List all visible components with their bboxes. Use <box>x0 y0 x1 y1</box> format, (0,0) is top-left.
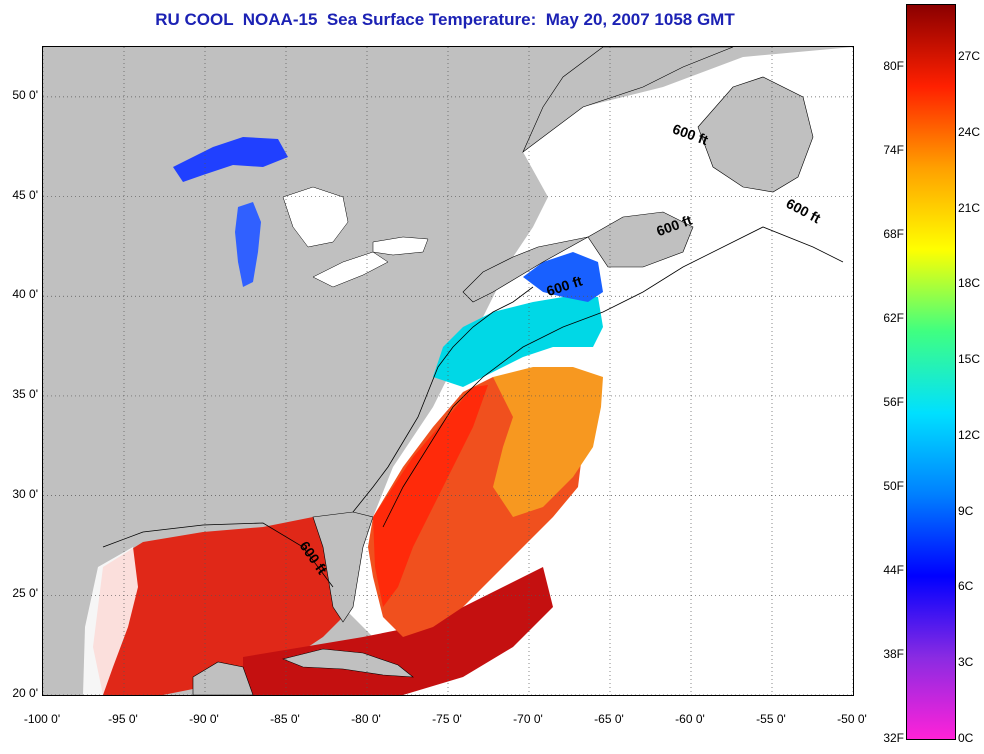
longitude-tick-label: -50 0' <box>837 712 867 726</box>
latitude-tick-label: 25 0' <box>12 586 38 601</box>
colorbar-fahrenheit-label: 68F <box>883 227 904 241</box>
yucatan-land <box>192 661 254 695</box>
colorbar-celsius-label: 6C <box>958 579 974 594</box>
map-title: RU COOL NOAA-15 Sea Surface Temperature:… <box>155 10 735 29</box>
colorbar-celsius-label: 27C <box>958 49 981 63</box>
longitude-tick-label: -85 0' <box>270 712 300 726</box>
latitude-tick-label: 20 0' <box>12 686 38 700</box>
mid-atlantic-shelf <box>433 297 603 387</box>
longitude-tick-label: -80 0' <box>351 712 381 726</box>
lake-ontario <box>372 236 429 256</box>
florida-land <box>312 511 374 623</box>
colorbar-celsius-label: 0C <box>958 731 974 745</box>
longitude-tick-label: -70 0' <box>513 712 543 726</box>
colorbar-celsius-label: 18C <box>958 276 981 291</box>
lake-superior <box>173 137 288 182</box>
sargasso-warm <box>493 367 603 517</box>
colorbar-celsius-label: 3C <box>958 655 974 670</box>
longitude-tick-label: -100 0' <box>23 712 61 726</box>
latitude-tick-label: 35 0' <box>12 386 38 401</box>
colorbar-fahrenheit-label: 62F <box>883 311 904 325</box>
colorbar-fahrenheit-label: 56F <box>883 395 904 409</box>
lake-michigan <box>235 202 261 287</box>
colorbar-fahrenheit-label: 38F <box>883 647 904 661</box>
lake-huron <box>282 186 349 248</box>
gulf-of-maine <box>523 252 603 302</box>
latitude-tick-label: 30 0' <box>12 486 38 501</box>
temperature-colorbar <box>906 4 956 740</box>
longitude-tick-label: -95 0' <box>108 712 138 726</box>
graticule <box>43 47 853 695</box>
latitude-tick-label: 45 0' <box>12 187 38 202</box>
colorbar-fahrenheit-label: 74F <box>883 143 904 157</box>
longitude-tick-label: -90 0' <box>189 712 219 726</box>
latitude-tick-label: 50 0' <box>12 87 38 102</box>
colorbar-celsius-label: 9C <box>958 503 974 518</box>
longitude-tick-label: -65 0' <box>594 712 624 726</box>
sst-map: 600 ft 600 ft 600 ft 600 ft 600 ft <box>42 46 854 696</box>
isobath-600ft <box>102 226 844 588</box>
newfoundland-land <box>697 76 814 193</box>
canada-east-land <box>522 47 734 153</box>
nova-scotia-land <box>587 211 694 268</box>
gulf-st-lawrence <box>563 117 703 207</box>
lake-erie <box>312 251 389 288</box>
latitude-tick-label: 40 0' <box>12 287 38 302</box>
us-east-coastline <box>352 286 534 513</box>
colorbar-celsius-label: 15C <box>958 352 981 367</box>
colorbar-fahrenheit-label: 50F <box>883 479 904 493</box>
gulf-stream-core <box>373 385 488 607</box>
colorbar-celsius-label: 21C <box>958 200 981 215</box>
colorbar-fahrenheit-label: 80F <box>883 59 904 73</box>
colorbar-fahrenheit-label: 44F <box>883 563 904 577</box>
longitude-tick-label: -75 0' <box>432 712 462 726</box>
longitude-tick-label: -55 0' <box>756 712 786 726</box>
colorbar-fahrenheit-label: 32F <box>883 731 904 745</box>
colorbar-celsius-label: 12C <box>958 427 981 442</box>
colorbar-celsius-label: 24C <box>958 124 981 139</box>
cuba-land <box>282 648 414 678</box>
colorbar-gradient <box>907 5 955 739</box>
new-england-land <box>462 236 589 303</box>
longitude-tick-label: -60 0' <box>675 712 705 726</box>
